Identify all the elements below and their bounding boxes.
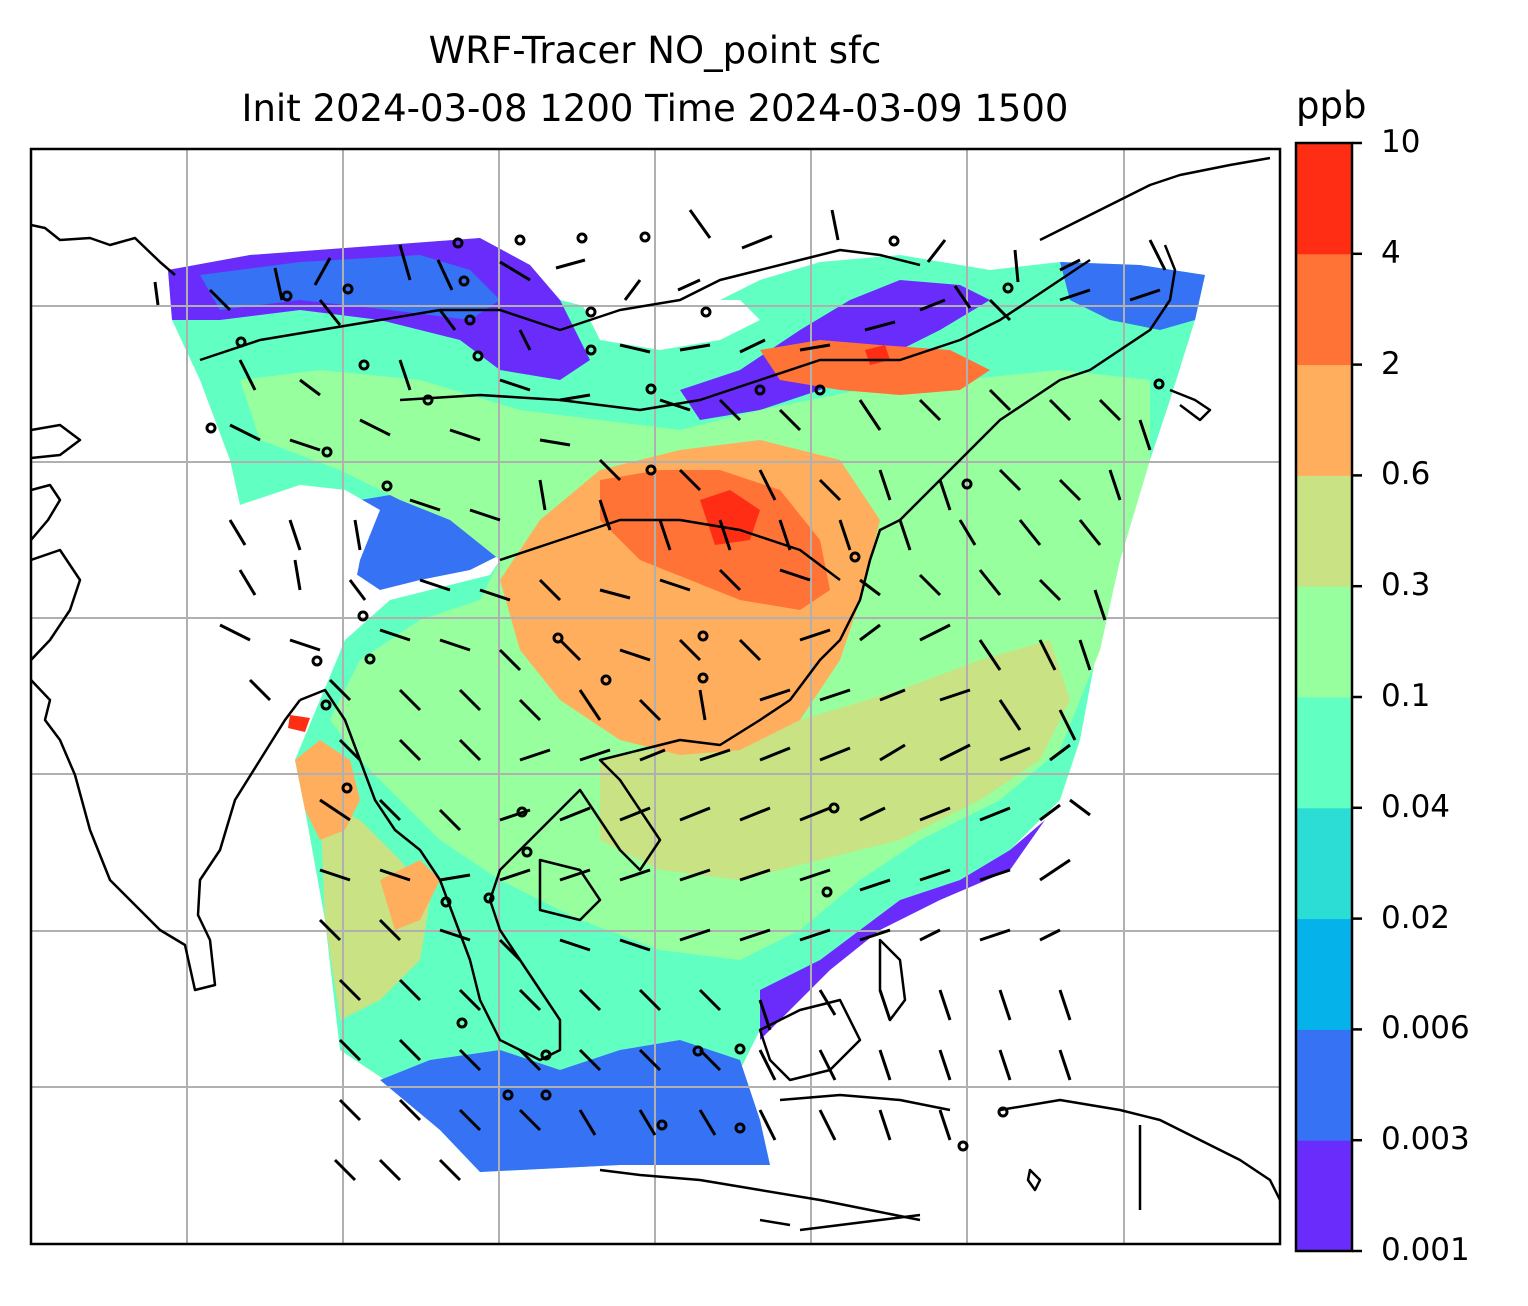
map-panel bbox=[31, 149, 1280, 1244]
colorbar-tick-label: 0.006 bbox=[1381, 1010, 1470, 1047]
low-zone-south bbox=[380, 1040, 770, 1172]
concentration-field bbox=[168, 238, 1205, 1172]
colorbar-tick-label: 4 bbox=[1381, 234, 1401, 271]
colorbar-ticks bbox=[1352, 141, 1362, 1253]
colorbar-band bbox=[1296, 143, 1352, 255]
colorbar-band bbox=[1296, 1029, 1352, 1141]
white-gap-north bbox=[580, 300, 760, 350]
high-zone-corridor bbox=[380, 860, 440, 930]
colorbar-band bbox=[1296, 475, 1352, 587]
colorbar-tick-label: 2 bbox=[1381, 345, 1401, 382]
colorbar-tick-label: 0.3 bbox=[1381, 567, 1431, 604]
map-frame bbox=[29, 147, 1282, 1246]
wind-barbs bbox=[153, 209, 1167, 1182]
colorbar-tick-label: 0.6 bbox=[1381, 456, 1431, 493]
colorbar-band bbox=[1296, 364, 1352, 476]
colorbar-tick-label: 0.04 bbox=[1381, 788, 1451, 825]
colorbar-tick-label: 0.1 bbox=[1381, 678, 1431, 714]
colorbar-band bbox=[1296, 697, 1352, 809]
low-zone-ocean-se bbox=[760, 820, 1045, 1040]
colorbar-band bbox=[1296, 586, 1352, 698]
mid-zone-seasia bbox=[600, 640, 1070, 880]
colorbar-band bbox=[1296, 918, 1352, 1030]
colorbar-band bbox=[1296, 1140, 1352, 1252]
mid-zone-south-asia bbox=[320, 800, 430, 1020]
peak-spot-2 bbox=[288, 715, 310, 732]
calm-wind-markers bbox=[205, 231, 1165, 1152]
plot-subtitle: Init 2024-03-08 1200 Time 2024-03-09 150… bbox=[241, 87, 1069, 130]
colorbar-tick-label: 0.001 bbox=[1381, 1232, 1470, 1268]
colorbar-tick-label: 10 bbox=[1381, 124, 1421, 160]
colorbar-tick-label: 0.02 bbox=[1381, 899, 1451, 936]
colorbar-tick-label: 0.003 bbox=[1381, 1121, 1470, 1158]
white-gap-tarim bbox=[240, 485, 380, 630]
map-gridlines bbox=[31, 149, 1280, 1244]
plot-title: WRF-Tracer NO_point sfc bbox=[428, 29, 882, 72]
low-zone-east bbox=[1060, 262, 1205, 330]
colorbar-band bbox=[1296, 253, 1352, 366]
peak-zone-north-china bbox=[760, 340, 990, 395]
colorbar-band bbox=[1296, 807, 1352, 920]
colorbar-unit-label: ppb bbox=[1296, 84, 1367, 127]
colorbar bbox=[1294, 141, 1362, 1253]
colorbar-bands bbox=[1296, 143, 1352, 1252]
